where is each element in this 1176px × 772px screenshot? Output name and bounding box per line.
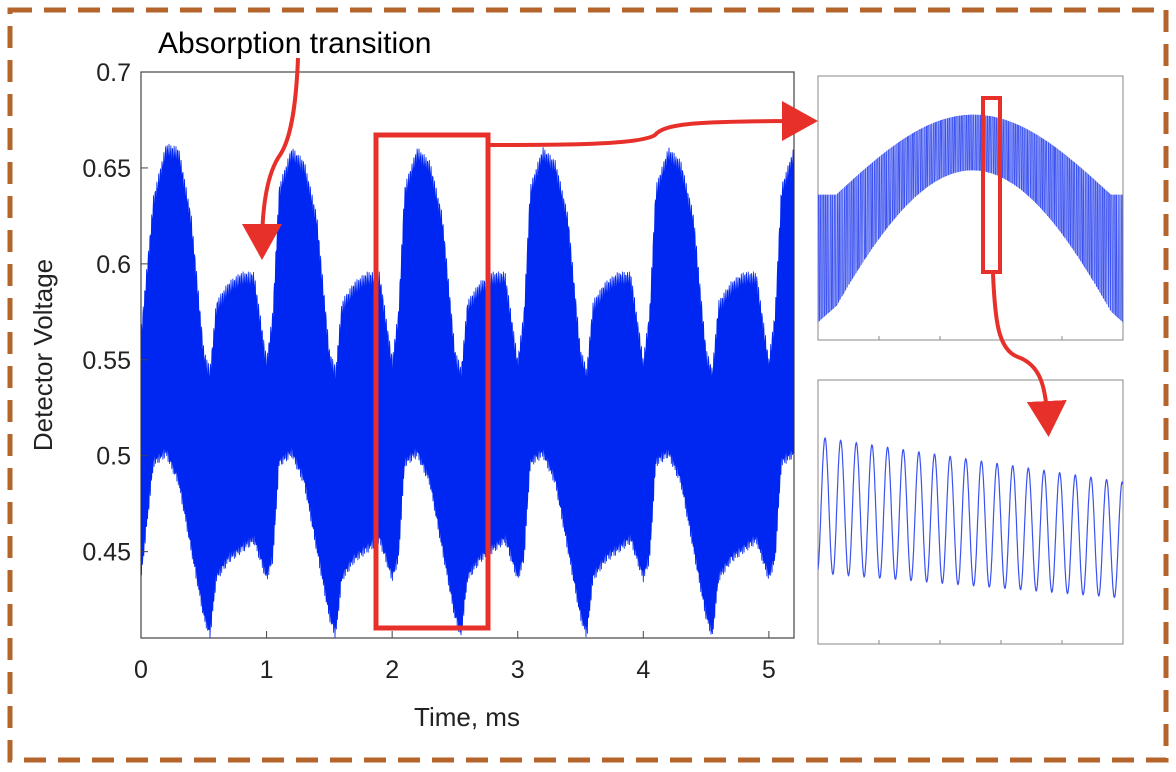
main-series-group [141,143,794,638]
inset-chart-2 [817,379,1124,645]
zoom-region-box [373,132,491,631]
y-tick-label: 0.6 [96,251,131,279]
inset-1-signal [818,114,1123,323]
y-tick-label: 0.7 [96,59,131,87]
main-y-ticks: 0.45 0.5 0.55 0.6 0.65 0.7 [82,59,148,567]
y-tick-label: 0.55 [82,347,131,375]
y-tick-label: 0.45 [82,539,131,567]
inset-1-series-group [818,114,1123,323]
x-tick-label: 5 [762,656,776,684]
x-tick-label: 1 [260,656,274,684]
annotation-label: Absorption transition [158,27,432,60]
x-tick-label: 3 [511,656,525,684]
main-x-ticks: 0 1 2 3 4 5 [134,631,776,684]
x-axis-label: Time, ms [414,702,520,732]
inset-2-ticks [878,640,1063,644]
main-chart: 0 1 2 3 4 5 0.45 0.5 0.55 0.6 0.65 0.7 Time, ms De… [28,59,795,732]
figure-border [7,7,1169,763]
inset-2-plot-area [817,379,1124,645]
annotation-arrow [242,57,300,260]
y-tick-label: 0.65 [82,155,131,183]
x-tick-label: 0 [134,656,148,684]
inset-2-signal [818,437,1123,598]
inset-chart-1 [817,75,1124,341]
x-tick-label: 4 [636,656,650,684]
main-signal-envelope [141,143,794,638]
zoom-arrow-2 [991,273,1067,437]
y-axis-label: Detector Voltage [28,259,58,451]
zoom-arrow-1 [489,101,818,147]
x-tick-label: 2 [385,656,399,684]
y-tick-label: 0.5 [96,443,131,471]
inset-2-series-group [818,437,1123,598]
inset-1-zoom-box [981,96,1002,274]
